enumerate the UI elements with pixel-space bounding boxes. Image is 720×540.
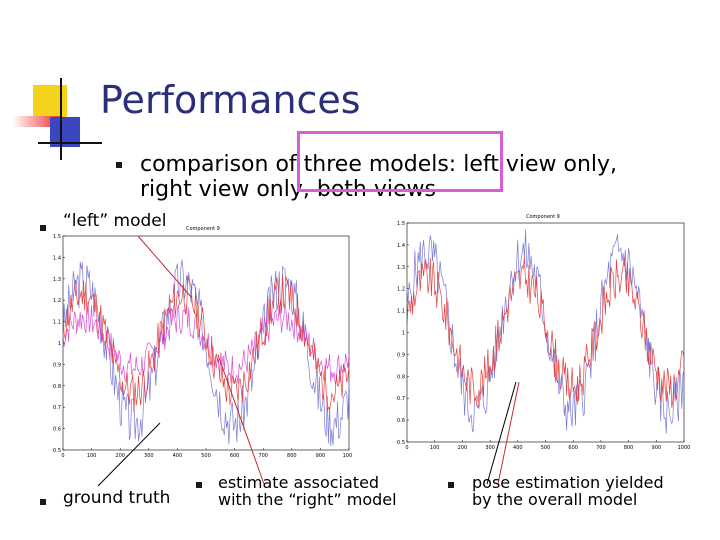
pose-label-line2: by the overall model [472,490,638,509]
bullet-marker [448,482,454,488]
bullet-marker [40,225,46,231]
annotation-pose-overall-2 [497,381,520,485]
x-tick-label: 100 [430,445,440,451]
y-tick-label: 1.3 [53,277,61,283]
y-tick-label: 0.5 [397,440,405,446]
x-tick-label: 800 [624,445,634,451]
y-tick-label: 0.7 [397,396,405,402]
x-tick-label: 500 [201,453,211,459]
x-tick-label: 600 [568,445,578,451]
chart-left: Component 9 0.5 0.6 0.7 0.8 0.9 1 1.1 1.2 1.3 1.4… [53,226,352,459]
x-tick-label: 200 [458,445,468,451]
x-tick-label: 500 [541,445,551,451]
annotation-estimate-right [217,354,265,485]
x-tick-label: 1000 [343,453,352,459]
x-tick-label: 400 [173,453,183,459]
estimate-label-line1: estimate associated [218,473,380,492]
x-tick-label: 300 [485,445,495,451]
x-tick-label: 1000 [678,445,691,451]
deco-horizontal-line [38,142,102,144]
x-tick-label: 900 [316,453,326,459]
y-tick-label: 1.1 [397,309,405,315]
bullet-marker [40,499,46,505]
x-tick-label: 700 [258,453,268,459]
y-tick-label: 1.4 [53,255,61,261]
y-tick-label: 0.6 [397,418,405,424]
y-tick-label: 0.7 [53,405,61,411]
x-tick-label: 100 [87,453,97,459]
deco-red-bar [12,116,62,127]
x-tick-label: 0 [405,445,408,451]
y-tick-label: 0.8 [53,384,61,390]
y-tick-label: 1.4 [397,243,405,249]
series-line [406,256,685,409]
y-tick-label: 1 [58,341,61,347]
chart-title: Component 9 [526,214,560,220]
bullet-marker [116,162,122,168]
series-line [62,274,350,413]
y-tick-label: 1.5 [53,234,61,240]
y-tick-label: 1 [402,331,405,337]
page-title: Performances [100,78,361,122]
deco-vertical-line [60,78,62,160]
y-tick-label: 0.8 [397,374,405,380]
y-tick-label: 1.3 [397,265,405,271]
left-model-label: “left” model [63,211,167,231]
y-tick-label: 1.1 [53,320,61,326]
highlight-box [297,131,503,192]
chart-right: Component 9 0.5 0.6 0.7 0.8 0.9 1 1.1 1.2 1.3 1.4… [397,214,691,451]
annotation-left-model [137,235,193,299]
x-tick-label: 900 [652,445,662,451]
chart-title: Component 9 [186,226,220,232]
y-tick-label: 0.5 [53,448,61,454]
x-tick-label: 0 [61,453,64,459]
x-tick-label: 800 [287,453,297,459]
y-tick-label: 0.9 [53,362,61,368]
x-tick-label: 600 [230,453,240,459]
x-tick-label: 300 [144,453,154,459]
ground-truth-label: ground truth [63,488,171,508]
estimate-label-line2: with the “right” model [218,490,397,509]
y-tick-label: 1.2 [53,298,61,304]
y-tick-label: 1.2 [397,287,405,293]
x-tick-label: 200 [115,453,125,459]
y-tick-label: 0.6 [53,427,61,433]
x-tick-label: 700 [596,445,606,451]
y-tick-label: 1.5 [397,221,405,227]
pose-label-line1: pose estimation yielded [472,473,664,492]
x-tick-label: 400 [513,445,523,451]
annotation-ground-truth [97,422,161,487]
top-bullet-line1: comparison of three models: left view on… [140,152,618,177]
annotation-pose-overall [486,381,517,485]
y-tick-label: 0.9 [397,352,405,358]
bullet-marker [196,482,202,488]
